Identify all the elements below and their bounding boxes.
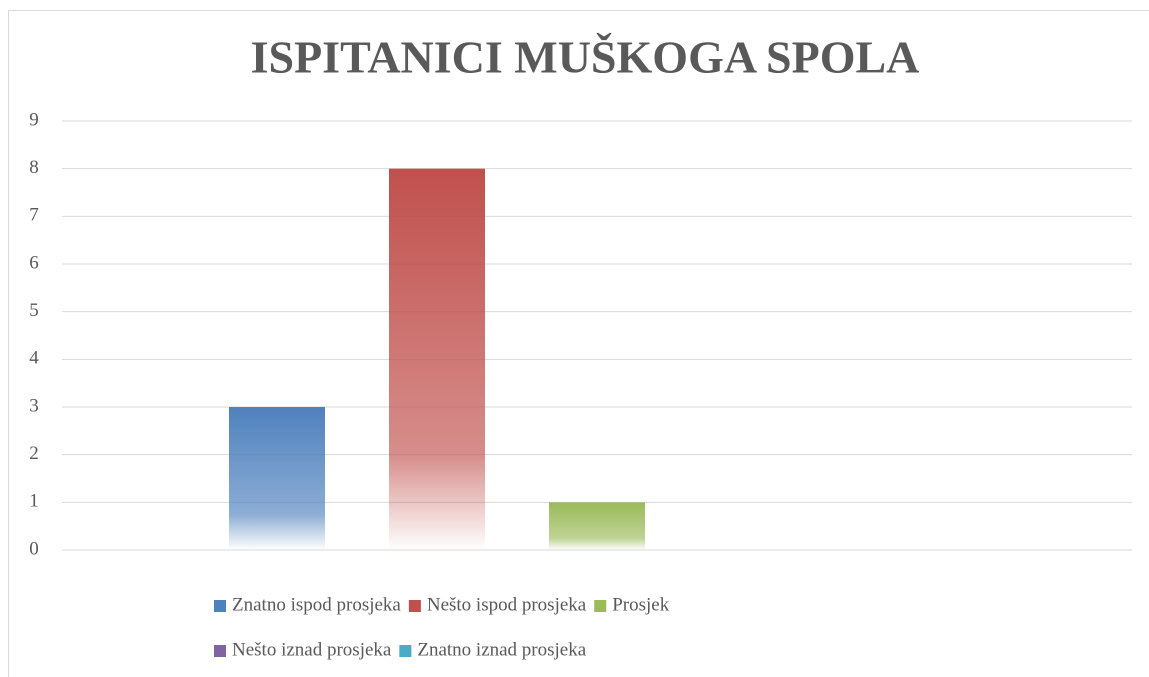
- legend-label: Znatno ispod prosjeka: [232, 594, 401, 615]
- y-tick-label: 3: [29, 395, 39, 416]
- legend-swatch: [408, 600, 421, 612]
- y-tick-label: 8: [29, 157, 39, 178]
- legend-item: Nešto iznad prosjeka: [214, 639, 392, 660]
- y-tick-label: 9: [29, 109, 39, 130]
- y-tick-label: 0: [29, 538, 39, 559]
- chart-area: [8, 10, 1149, 677]
- legend-label: Nešto iznad prosjeka: [232, 639, 392, 660]
- legend-item: Nešto ispod prosjeka: [408, 594, 587, 615]
- chart-title: ISPITANICI MUŠKOGA SPOLA: [251, 32, 920, 83]
- legend-label: Nešto ispod prosjeka: [427, 594, 587, 615]
- legend-label: Znatno iznad prosjeka: [417, 639, 586, 660]
- legend-swatch: [399, 645, 412, 657]
- bar: [389, 168, 485, 550]
- y-tick-label: 6: [29, 252, 39, 273]
- legend-item: Znatno ispod prosjeka: [214, 594, 401, 615]
- legend-swatch: [214, 600, 226, 612]
- y-tick-label: 1: [29, 491, 39, 512]
- y-tick-label: 7: [29, 205, 39, 226]
- y-tick-label: 2: [29, 443, 39, 464]
- bar: [229, 407, 325, 550]
- legend-swatch: [594, 600, 607, 612]
- legend-item: Znatno iznad prosjeka: [399, 639, 587, 660]
- legend-swatch: [214, 645, 226, 657]
- legend-item: Prosjek: [594, 594, 670, 615]
- bar: [549, 502, 645, 550]
- legend-label: Prosjek: [612, 594, 670, 615]
- y-tick-label: 5: [29, 300, 39, 321]
- y-tick-label: 4: [29, 348, 39, 369]
